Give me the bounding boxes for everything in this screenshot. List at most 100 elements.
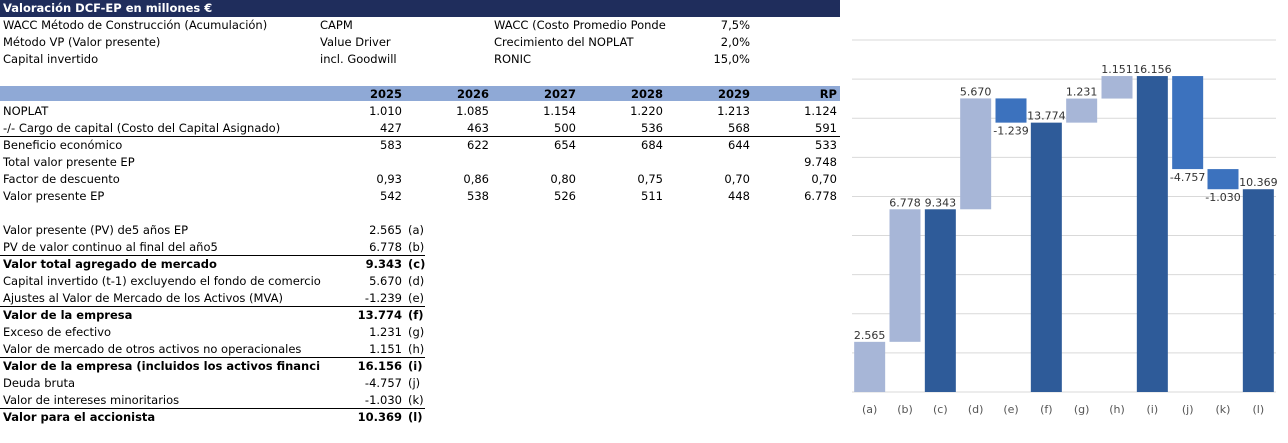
table-cell: 542 [380, 189, 402, 203]
row-label-total-pv-ep: Total valor presente EP [3, 155, 135, 169]
table-cell: 0,80 [550, 172, 576, 186]
year-2026: 2026 [456, 87, 489, 101]
table-cell: 1.213 [717, 104, 750, 118]
year-2027: 2027 [543, 87, 576, 101]
data-label-e: -1.239 [993, 125, 1028, 138]
summary-tag-e: (e) [408, 291, 425, 305]
chart-bars [854, 76, 1274, 392]
table-cell: 583 [380, 138, 402, 152]
table-cell: 0,70 [811, 172, 837, 186]
bar-l [1242, 189, 1274, 392]
x-tick-label: (j) [1182, 403, 1194, 416]
x-tick-label: (c) [933, 403, 948, 416]
bar-d [960, 98, 992, 210]
table-cell: 622 [467, 138, 489, 152]
row-label-economic-profit: Beneficio económico [3, 138, 123, 152]
summary-value-i: 16.156 [357, 359, 402, 373]
summary-value-j: -4.757 [364, 376, 402, 390]
param-label-wacc-method: WACC Método de Construcción (Acumulación… [3, 18, 268, 32]
param-value-noplat-growth: 2,0% [720, 35, 750, 49]
data-label-f: 13.774 [1027, 110, 1066, 123]
table-cell: 500 [554, 121, 576, 135]
summary-tag-d: (d) [408, 274, 425, 288]
data-label-l: 10.369 [1239, 176, 1278, 189]
summary-label-d: Capital invertido (t-1) excluyendo el fo… [3, 274, 321, 288]
bar-b [889, 209, 921, 342]
title-bar [0, 0, 840, 17]
summary-value-f: 13.774 [357, 308, 402, 322]
x-tick-label: (b) [897, 403, 913, 416]
table-cell: 1.010 [369, 104, 402, 118]
row-label-capital-charge: -/- Cargo de capital (Costo del Capital … [3, 121, 281, 135]
divider [0, 357, 425, 358]
bar-a [854, 341, 886, 392]
divider [0, 136, 840, 137]
table-cell: 533 [815, 138, 837, 152]
param-value-ronic: 15,0% [713, 52, 750, 66]
data-label-k: -1.030 [1205, 191, 1240, 204]
chart-x-axis: (a) (b) (c) (d) (e) (f) (g) (h) (i) (j) (k) (l) [862, 403, 1264, 416]
chart-data-labels: 2.565 6.778 9.343 5.670 -1.239 13.7741.2311.1… [854, 63, 1278, 342]
table-cell: 654 [554, 138, 576, 152]
bar-c [924, 209, 956, 392]
row-label-pv-ep: Valor presente EP [3, 189, 105, 203]
summary-label-l: Valor para el accionista [3, 410, 156, 424]
summary-tag-i: (i) [408, 359, 423, 373]
table-cell: 9.748 [804, 155, 837, 169]
table-cell: 0,75 [637, 172, 663, 186]
x-tick-label: (l) [1253, 403, 1265, 416]
summary-label-b: PV de valor continuo al final del año5 [3, 240, 218, 254]
summary-label-i: Valor de la empresa (incluidos los activ… [3, 359, 321, 373]
param-label-wacc: WACC (Costo Promedio Ponde [494, 18, 666, 32]
param-label-pv-method: Método VP (Valor presente) [3, 35, 161, 49]
bar-f [1030, 122, 1062, 392]
table-cell: 448 [728, 189, 750, 203]
summary-value-l: 10.369 [357, 410, 402, 424]
param-label-ronic: RONIC [494, 52, 532, 66]
data-label-h: 1.151 [1101, 63, 1133, 76]
data-label-j: -4.757 [1170, 171, 1205, 184]
table-cell: 511 [641, 189, 663, 203]
row-label-discount-factor: Factor de descuento [3, 172, 120, 186]
summary-label-h: Valor de mercado de otros activos no ope… [3, 342, 302, 356]
table-cell: 568 [728, 121, 750, 135]
summary-tag-f: (f) [408, 308, 424, 322]
param-value-wacc-method: CAPM [320, 18, 353, 32]
table-cell: 6.778 [804, 189, 837, 203]
summary-value-c: 9.343 [365, 257, 402, 271]
summary-value-a: 2.565 [369, 223, 402, 237]
row-label-noplat: NOPLAT [3, 104, 49, 118]
table-cell: 536 [641, 121, 663, 135]
year-2028: 2028 [630, 87, 663, 101]
summary-tag-c: (c) [408, 257, 426, 271]
x-tick-label: (k) [1216, 403, 1231, 416]
param-value-invested-capital: incl. Goodwill [320, 52, 397, 66]
param-value-wacc: 7,5% [720, 18, 750, 32]
bar-g [1066, 98, 1098, 123]
bar-j [1172, 76, 1204, 170]
data-label-i: 16.156 [1133, 63, 1172, 76]
summary-value-k: -1.030 [364, 393, 402, 407]
summary-tag-b: (b) [408, 240, 425, 254]
divider [0, 408, 425, 409]
table-cell: 427 [380, 121, 402, 135]
x-tick-label: (d) [968, 403, 984, 416]
year-header-bar [0, 86, 840, 101]
param-label-noplat-growth: Crecimiento del NOPLAT [494, 35, 634, 49]
summary-label-f: Valor de la empresa [3, 308, 133, 322]
table-cell: 1.220 [630, 104, 663, 118]
x-tick-label: (h) [1109, 403, 1125, 416]
summary-label-c: Valor total agregado de mercado [3, 257, 217, 271]
table-cell: 684 [641, 138, 663, 152]
year-2029: 2029 [717, 87, 750, 101]
table-cell: 1.124 [804, 104, 837, 118]
summary-value-b: 6.778 [369, 240, 402, 254]
table-cell: 644 [728, 138, 750, 152]
table-cell: 1.154 [543, 104, 576, 118]
x-tick-label: (a) [862, 403, 877, 416]
summary-value-d: 5.670 [369, 274, 402, 288]
summary-value-g: 1.231 [369, 325, 402, 339]
summary-value-h: 1.151 [369, 342, 402, 356]
summary-label-e: Ajustes al Valor de Mercado de los Activ… [3, 291, 283, 305]
